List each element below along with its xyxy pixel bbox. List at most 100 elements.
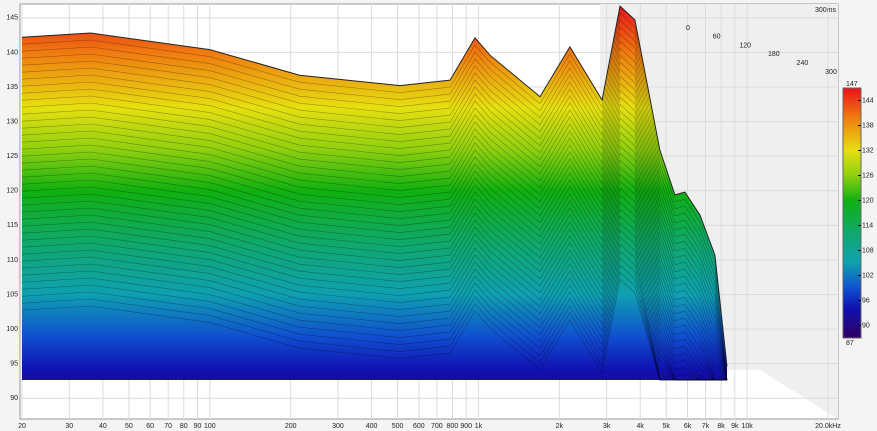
y-tick-label: 135: [6, 84, 18, 91]
surface-fill: [22, 6, 727, 380]
contour-line: [21, 96, 728, 381]
x-tick-label: 80: [180, 423, 188, 430]
contour-line: [21, 236, 727, 381]
y-tick-label: 115: [7, 222, 18, 229]
y-tick-label: 105: [6, 291, 18, 298]
x-tick-label: 60: [146, 423, 154, 430]
x-tick-label: 3k: [603, 423, 611, 430]
x-tick-label: 900: [460, 423, 472, 430]
y-tick-label: 95: [10, 361, 18, 368]
contour-line: [21, 166, 727, 381]
time-tick-label: 0: [686, 25, 690, 32]
x-tick-label: 10k: [741, 423, 753, 430]
x-tick-label: 20.0kHz: [815, 423, 841, 430]
time-unit-label: 300ms: [815, 7, 837, 14]
x-tick-label: 600: [413, 423, 425, 430]
x-tick-label: 700: [431, 423, 443, 430]
colorbar-end-label: 147: [846, 81, 858, 88]
colorbar-tick-label: 138: [862, 122, 874, 129]
y-tick-label: 130: [6, 118, 18, 125]
colorbar-end-label: 87: [846, 340, 854, 347]
y-tick-label: 145: [6, 15, 18, 22]
contour-line: [21, 40, 728, 381]
colorbar-tick-label: 120: [862, 197, 874, 204]
contour-line: [21, 26, 728, 381]
colorbar-tick-label: 96: [862, 297, 870, 304]
contour-line: [21, 271, 727, 381]
contour-line: [21, 229, 727, 381]
surface-outline: [21, 5, 728, 367]
contour-line: [21, 82, 728, 381]
contour-line: [21, 187, 727, 381]
contour-line: [21, 257, 727, 381]
x-tick-label: 300: [332, 423, 344, 430]
colorbar-tick-label: 126: [862, 172, 874, 179]
contour-line: [21, 131, 727, 381]
contour-line: [21, 54, 728, 381]
contour-line: [21, 243, 727, 381]
colorbar-tick-label: 132: [862, 147, 874, 154]
y-tick-label: 140: [6, 49, 18, 56]
contour-line: [21, 201, 727, 381]
contour-line: [21, 215, 727, 381]
x-tick-label: 70: [164, 423, 172, 430]
x-tick-label: 30: [65, 423, 73, 430]
contour-line: [21, 278, 727, 381]
contour-line: [21, 222, 727, 381]
x-tick-label: 200: [285, 423, 297, 430]
x-tick-label: 2k: [556, 423, 564, 430]
colorbar-tick-label: 108: [862, 247, 874, 254]
x-tick-label: 400: [366, 423, 378, 430]
x-tick-label: 100: [204, 423, 216, 430]
contour-line: [21, 61, 728, 381]
x-tick-label: 9k: [731, 423, 739, 430]
contour-line: [21, 250, 727, 381]
x-tick-label: 40: [99, 423, 107, 430]
contour-line: [21, 208, 727, 381]
contour-line: [21, 180, 727, 381]
contour-line: [21, 68, 728, 381]
time-tick-label: 300: [825, 69, 837, 76]
contour-line: [21, 33, 728, 381]
x-tick-label: 6k: [684, 423, 692, 430]
contour-line: [21, 19, 728, 381]
contour-line: [21, 145, 727, 381]
contour-line: [21, 47, 728, 381]
contour-line: [21, 194, 727, 381]
y-tick-label: 110: [7, 257, 18, 264]
contour-line: [21, 124, 728, 381]
x-tick-label: 500: [392, 423, 404, 430]
contour-line: [21, 264, 727, 381]
contour-line: [21, 110, 728, 381]
contour-line: [21, 12, 728, 374]
y-tick-label: 90: [10, 395, 18, 402]
contour-line: [21, 89, 728, 381]
time-tick-label: 60: [713, 34, 721, 41]
contour-line: [21, 75, 728, 381]
contour-line: [21, 173, 727, 381]
colorbar-tick-label: 144: [862, 97, 874, 104]
x-tick-label: 7k: [702, 423, 710, 430]
contour-line: [21, 152, 727, 381]
x-tick-label: 50: [125, 423, 133, 430]
y-tick-label: 100: [6, 326, 18, 333]
contour-line: [21, 117, 728, 381]
y-tick-label: 125: [6, 153, 18, 160]
x-tick-label: 800: [447, 423, 459, 430]
x-tick-label: 4k: [637, 423, 645, 430]
x-tick-label: 8k: [717, 423, 725, 430]
x-tick-label: 5k: [663, 423, 671, 430]
contour-line: [21, 159, 727, 381]
contour-line: [21, 103, 728, 381]
time-tick-label: 240: [797, 60, 809, 67]
colorbar-tick-label: 114: [862, 222, 873, 229]
time-tick-label: 180: [768, 51, 780, 58]
x-tick-label: 90: [194, 423, 202, 430]
colorbar-tick-label: 90: [862, 322, 870, 329]
contour-line: [21, 138, 727, 381]
y-tick-label: 120: [6, 188, 18, 195]
x-tick-label: 20: [18, 423, 26, 430]
x-tick-label: 1k: [475, 423, 483, 430]
colorbar-tick-label: 102: [862, 272, 874, 279]
